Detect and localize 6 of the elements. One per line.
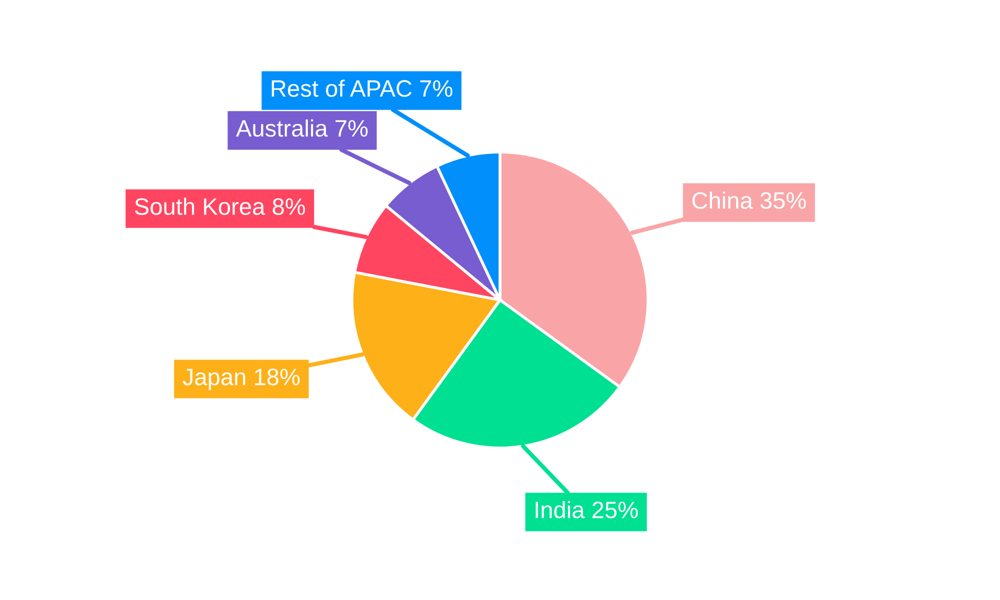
slice-label: Australia 7%: [236, 119, 368, 137]
slice-label: Japan 18%: [182, 368, 300, 390]
slice-label: South Korea 8%: [134, 198, 305, 215]
slice-label: India 25%: [536, 500, 638, 518]
slice-label: China 35%: [692, 192, 806, 209]
slice-label: Rest of APAC 7%: [272, 80, 452, 97]
